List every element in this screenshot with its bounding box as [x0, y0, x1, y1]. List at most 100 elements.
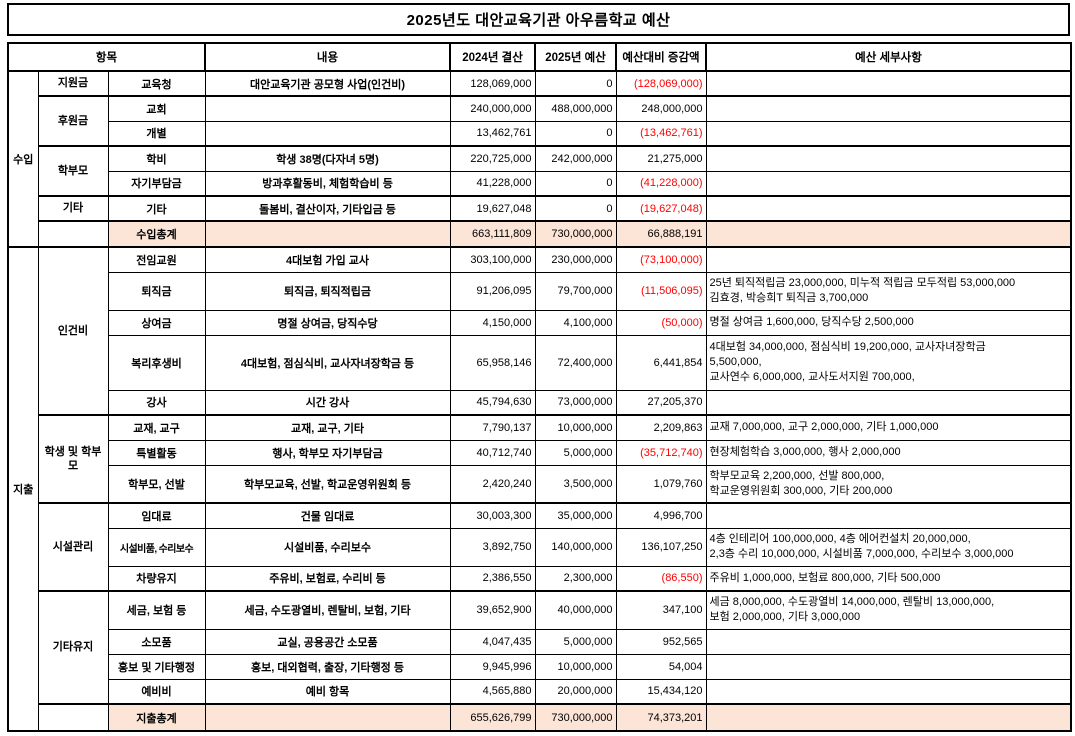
group-label[interactable]: 학부모 [37, 145, 109, 197]
cell-2025[interactable]: 0 [534, 120, 617, 147]
cell-desc[interactable]: 주유비, 보험료, 수리비 등 [204, 565, 451, 592]
sheet-title[interactable]: 2025년도 대안교육기관 아우름학교 예산 [7, 3, 1070, 36]
cell-2024[interactable]: 13,462,761 [449, 120, 536, 147]
group-label[interactable]: 기타유지 [37, 590, 109, 705]
cell-2025[interactable]: 72,400,000 [534, 334, 617, 391]
cell-diff[interactable]: 6,441,854 [615, 334, 707, 391]
cell-empty[interactable] [37, 220, 109, 248]
cell-desc[interactable]: 퇴직금, 퇴직적립금 [204, 271, 451, 311]
cell-diff[interactable]: (19,627,048) [615, 195, 707, 222]
cell-2025[interactable]: 242,000,000 [534, 145, 617, 172]
cell-diff[interactable]: 248,000,000 [615, 95, 707, 122]
cell-detail[interactable]: 현장체험학습 3,000,000, 행사 2,000,000 [705, 439, 1072, 466]
cell-diff[interactable]: (35,712,740) [615, 439, 707, 466]
cell-detail[interactable] [705, 502, 1072, 529]
cell-detail[interactable] [705, 246, 1072, 273]
cell-desc[interactable]: 돌봄비, 결산이자, 기타입금 등 [204, 195, 451, 222]
cell-detail[interactable] [705, 195, 1072, 222]
cell-item[interactable]: 퇴직금 [107, 271, 206, 311]
cell-2024[interactable]: 19,627,048 [449, 195, 536, 222]
cell-item[interactable]: 학비 [107, 145, 206, 172]
cell-item[interactable]: 소모품 [107, 628, 206, 655]
group-label[interactable]: 시설관리 [37, 502, 109, 592]
cell-2025[interactable]: 10,000,000 [534, 653, 617, 680]
cell-item[interactable]: 상여금 [107, 309, 206, 336]
cell-desc[interactable]: 세금, 수도광열비, 렌탈비, 보험, 기타 [204, 590, 451, 630]
cell-desc[interactable]: 대안교육기관 공모형 사업(인건비) [204, 70, 451, 97]
cell-2025[interactable]: 2,300,000 [534, 565, 617, 592]
cell-diff[interactable]: (11,506,095) [615, 271, 707, 311]
cell-2025[interactable]: 5,000,000 [534, 628, 617, 655]
cell-item[interactable]: 세금, 보험 등 [107, 590, 206, 630]
cell-2025[interactable]: 140,000,000 [534, 527, 617, 567]
cell-2025[interactable]: 488,000,000 [534, 95, 617, 122]
cell-detail[interactable]: 학부모교육 2,200,000, 선발 800,000, 학교운영위원회 300… [705, 464, 1072, 504]
cell-detail[interactable]: 세금 8,000,000, 수도광열비 14,000,000, 렌탈비 13,0… [705, 590, 1072, 630]
cell-2025[interactable]: 5,000,000 [534, 439, 617, 466]
cell-2024[interactable]: 65,958,146 [449, 334, 536, 391]
header-2024[interactable]: 2024년 결산 [449, 42, 537, 72]
cell-item[interactable]: 교육청 [107, 70, 206, 97]
cell-item[interactable]: 복리후생비 [107, 334, 206, 391]
header-desc[interactable]: 내용 [204, 42, 452, 72]
cell-desc[interactable]: 방과후활동비, 체험학습비 등 [204, 170, 451, 197]
cell-desc[interactable]: 교재, 교구, 기타 [204, 414, 451, 441]
cell-2024[interactable]: 91,206,095 [449, 271, 536, 311]
cell-2024[interactable]: 4,150,000 [449, 309, 536, 336]
cell-2024[interactable]: 220,725,000 [449, 145, 536, 172]
cell-item[interactable]: 특별활동 [107, 439, 206, 466]
cell-desc[interactable]: 4대보험 가입 교사 [204, 246, 451, 273]
cell-diff[interactable]: (13,462,761) [615, 120, 707, 147]
cell-diff[interactable]: (41,228,000) [615, 170, 707, 197]
cell-2024[interactable]: 30,003,300 [449, 502, 536, 529]
cell-2024[interactable]: 39,652,900 [449, 590, 536, 630]
cell-empty[interactable] [37, 703, 109, 732]
cell-detail[interactable] [705, 70, 1072, 97]
cell-2024[interactable]: 3,892,750 [449, 527, 536, 567]
cell-detail[interactable]: 4대보험 34,000,000, 점심식비 19,200,000, 교사자녀장학… [705, 334, 1072, 391]
total-diff[interactable]: 66,888,191 [615, 220, 707, 248]
cell-detail[interactable] [705, 628, 1072, 655]
cell-2024[interactable]: 9,945,996 [449, 653, 536, 680]
cell-diff[interactable]: (86,550) [615, 565, 707, 592]
cell-item[interactable]: 교재, 교구 [107, 414, 206, 441]
total-label[interactable]: 지출총계 [107, 703, 206, 732]
cell-diff[interactable]: 2,209,863 [615, 414, 707, 441]
cell-desc[interactable] [204, 220, 451, 248]
cell-2025[interactable]: 230,000,000 [534, 246, 617, 273]
cell-2024[interactable]: 41,228,000 [449, 170, 536, 197]
group-label[interactable]: 지원금 [37, 70, 109, 97]
cell-detail[interactable] [705, 389, 1072, 416]
cell-detail[interactable] [705, 703, 1072, 732]
cell-detail[interactable]: 25년 퇴직적립금 23,000,000, 미누적 적립금 모두적립 53,00… [705, 271, 1072, 311]
cell-desc[interactable]: 시간 강사 [204, 389, 451, 416]
cell-desc[interactable]: 학생 38명(다자녀 5명) [204, 145, 451, 172]
section-label-income[interactable]: 수입 [7, 70, 39, 248]
total-2024[interactable]: 655,626,799 [449, 703, 536, 732]
cell-2025[interactable]: 0 [534, 70, 617, 97]
group-label[interactable]: 학생 및 학부모 [37, 414, 109, 504]
cell-item[interactable]: 학부모, 선발 [107, 464, 206, 504]
cell-item[interactable]: 강사 [107, 389, 206, 416]
cell-desc[interactable]: 홍보, 대외협력, 출장, 기타행정 등 [204, 653, 451, 680]
cell-item[interactable]: 교회 [107, 95, 206, 122]
cell-item[interactable]: 전임교원 [107, 246, 206, 273]
cell-detail[interactable] [705, 653, 1072, 680]
cell-2025[interactable]: 0 [534, 195, 617, 222]
cell-diff[interactable]: 15,434,120 [615, 678, 707, 705]
total-diff[interactable]: 74,373,201 [615, 703, 707, 732]
header-2025[interactable]: 2025년 예산 [534, 42, 618, 72]
cell-detail[interactable]: 4층 인테리어 100,000,000, 4층 에어컨설치 20,000,000… [705, 527, 1072, 567]
cell-item[interactable]: 시설비품, 수리보수 [107, 527, 206, 567]
cell-desc[interactable]: 행사, 학부모 자기부담금 [204, 439, 451, 466]
cell-2024[interactable]: 4,047,435 [449, 628, 536, 655]
total-2025[interactable]: 730,000,000 [534, 220, 617, 248]
cell-2024[interactable]: 2,420,240 [449, 464, 536, 504]
cell-diff[interactable]: 4,996,700 [615, 502, 707, 529]
cell-detail[interactable] [705, 120, 1072, 147]
cell-2024[interactable]: 40,712,740 [449, 439, 536, 466]
cell-2025[interactable]: 10,000,000 [534, 414, 617, 441]
cell-item[interactable]: 임대료 [107, 502, 206, 529]
header-item[interactable]: 항목 [6, 42, 207, 72]
cell-diff[interactable]: 21,275,000 [615, 145, 707, 172]
